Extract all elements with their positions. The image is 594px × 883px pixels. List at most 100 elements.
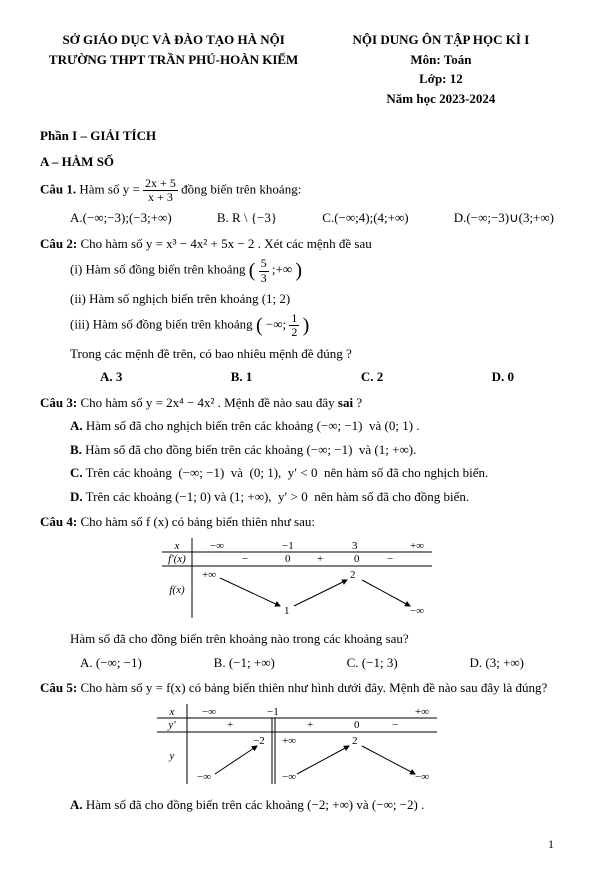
svg-text:−∞: −∞ [410,605,424,617]
q3-text: Cho hàm số y = 2x⁴ − 4x² . Mệnh đề nào s… [80,395,337,410]
svg-text:−∞: −∞ [415,771,429,783]
svg-text:0: 0 [285,553,291,565]
question-5: Câu 5: Cho hàm số y = f(x) có bảng biến … [40,678,554,698]
svg-text:+∞: +∞ [415,706,429,718]
svg-text:f(x): f(x) [169,584,185,596]
q3-opt-d: D. Trên các khoảng (−1; 0) và (1; +∞), y… [70,487,554,507]
question-1: Câu 1. Hàm số y = 2x + 5 x + 3 đồng biến… [40,177,554,204]
q3-opt-b: B. Hàm số đã cho đồng biến trên các khoả… [70,440,554,460]
question-3: Câu 3: Cho hàm số y = 2x⁴ − 4x² . Mệnh đ… [40,393,554,413]
q2-i: (i) Hàm số đồng biến trên khoảng ( 5 3 ;… [70,257,554,284]
rparen-icon: ) [303,315,310,337]
q3-sai: sai [338,395,353,410]
q2-i-frac: 5 3 [259,257,269,284]
q1-fraction: 2x + 5 x + 3 [143,177,178,204]
q2-i-den: 3 [259,272,269,285]
q2-i-post: ;+∞ [272,262,292,277]
q4-label: Câu 4: [40,514,77,529]
svg-text:0: 0 [354,553,360,565]
svg-text:−: − [387,553,393,565]
svg-text:y′: y′ [167,719,176,731]
q2-ask: Trong các mệnh đề trên, có bao nhiêu mện… [70,344,554,364]
svg-text:y: y [169,750,175,762]
q5-opt-a: A. Hàm số đã cho đồng biến trên các khoả… [70,795,554,815]
grade: Lớp: 12 [328,69,554,89]
svg-text:x: x [169,706,175,718]
lparen-icon: ( [249,260,256,282]
q2-iii-num: 1 [289,312,299,326]
dept-name: SỞ GIÁO DỤC VÀ ĐÀO TẠO HÀ NỘI [40,30,307,50]
svg-text:−∞: −∞ [197,771,211,783]
q5-text: Cho hàm số y = f(x) có bảng biến thiên n… [80,680,547,695]
q2-opt-c: C. 2 [361,367,383,387]
lparen-icon: ( [256,315,263,337]
q1-opt-d: D.(−∞;−3)∪(3;+∞) [454,208,554,228]
q1-opt-c: C.(−∞;4);(4;+∞) [322,208,408,228]
q1-label: Câu 1. [40,182,76,197]
q2-opt-d: D. 0 [492,367,514,387]
part-title: Phần I – GIẢI TÍCH [40,126,554,146]
q4-text: Cho hàm số f (x) có bảng biến thiên như … [80,514,315,529]
q1-opt-b: B. R \ {−3} [217,208,277,228]
q2-i-pre: (i) Hàm số đồng biến trên khoảng [70,262,249,277]
q4-opt-d: D. (3; +∞) [469,653,524,673]
svg-text:+∞: +∞ [410,540,424,552]
section-a-title: A – HÀM SỐ [40,152,554,172]
q5-label: Câu 5: [40,680,77,695]
q2-i-num: 5 [259,257,269,271]
q2-options: A. 3 B. 1 C. 2 D. 0 [100,367,514,387]
svg-text:3: 3 [352,540,358,552]
q3-post: ? [356,395,362,410]
q4-opt-a: A. (−∞; −1) [80,653,142,673]
svg-text:x: x [174,540,180,552]
q4-ask: Hàm số đã cho đồng biến trên khoảng nào … [70,629,554,649]
year: Năm học 2023-2024 [328,89,554,109]
svg-text:+∞: +∞ [282,735,296,747]
header-left: SỞ GIÁO DỤC VÀ ĐÀO TẠO HÀ NỘI TRƯỜNG THP… [40,30,307,108]
q2-iii-den: 2 [289,326,299,339]
q1-num: 2x + 5 [143,177,178,191]
svg-text:−1: −1 [267,706,279,718]
q4-table: x f′(x) f(x) −∞ −1 3 +∞ − 0 + 0 − +∞ 2 1… [40,538,554,624]
rparen-icon: ) [295,260,302,282]
question-2: Câu 2: Cho hàm số y = x³ − 4x² + 5x − 2 … [40,234,554,254]
page-number: 1 [40,835,554,853]
school-name: TRƯỜNG THPT TRẦN PHÚ-HOÀN KIẾM [40,50,307,70]
svg-text:f′(x): f′(x) [168,553,186,565]
svg-text:−∞: −∞ [202,706,216,718]
question-4: Câu 4: Cho hàm số f (x) có bảng biến thi… [40,512,554,532]
svg-text:−: − [242,553,248,565]
svg-text:−∞: −∞ [210,540,224,552]
q2-text: Cho hàm số y = x³ − 4x² + 5x − 2 . Xét c… [80,236,371,251]
doc-title: NỘI DUNG ÔN TẬP HỌC KÌ I [328,30,554,50]
svg-text:+∞: +∞ [202,569,216,581]
svg-text:−: − [392,719,398,731]
q3-label: Câu 3: [40,395,77,410]
q4-opt-b: B. (−1; +∞) [214,653,275,673]
q4-options: A. (−∞; −1) B. (−1; +∞) C. (−1; 3) D. (3… [80,653,524,673]
svg-text:+: + [307,719,313,731]
q3-opt-c: C. Trên các khoảng (−∞; −1) và (0; 1), y… [70,463,554,483]
q2-label: Câu 2: [40,236,77,251]
svg-text:+: + [317,553,323,565]
q2-opt-a: A. 3 [100,367,122,387]
svg-text:−∞: −∞ [282,771,296,783]
q2-iii-pre: (iii) Hàm số đồng biến trên khoảng [70,317,256,332]
header-right: NỘI DUNG ÔN TẬP HỌC KÌ I Môn: Toán Lớp: … [328,30,554,108]
svg-text:+: + [227,719,233,731]
q1-post: đồng biến trên khoảng: [181,182,301,197]
svg-text:0: 0 [354,719,360,731]
svg-text:2: 2 [352,735,358,747]
q2-opt-b: B. 1 [231,367,253,387]
svg-text:2: 2 [350,569,356,581]
page-header: SỞ GIÁO DỤC VÀ ĐÀO TẠO HÀ NỘI TRƯỜNG THP… [40,30,554,108]
q1-opt-a: A.(−∞;−3);(−3;+∞) [70,208,172,228]
q4-opt-c: C. (−1; 3) [347,653,398,673]
q2-iii: (iii) Hàm số đồng biến trên khoảng ( −∞;… [70,312,554,339]
q5-table: x y′ y −∞ −1 +∞ + + 0 − −2 +∞ 2 −∞ −∞ −∞ [40,704,554,790]
svg-text:1: 1 [284,605,290,617]
subject: Môn: Toán [328,50,554,70]
q1-options: A.(−∞;−3);(−3;+∞) B. R \ {−3} C.(−∞;4);(… [70,208,554,228]
q1-den: x + 3 [143,191,178,204]
svg-text:−2: −2 [253,735,265,747]
